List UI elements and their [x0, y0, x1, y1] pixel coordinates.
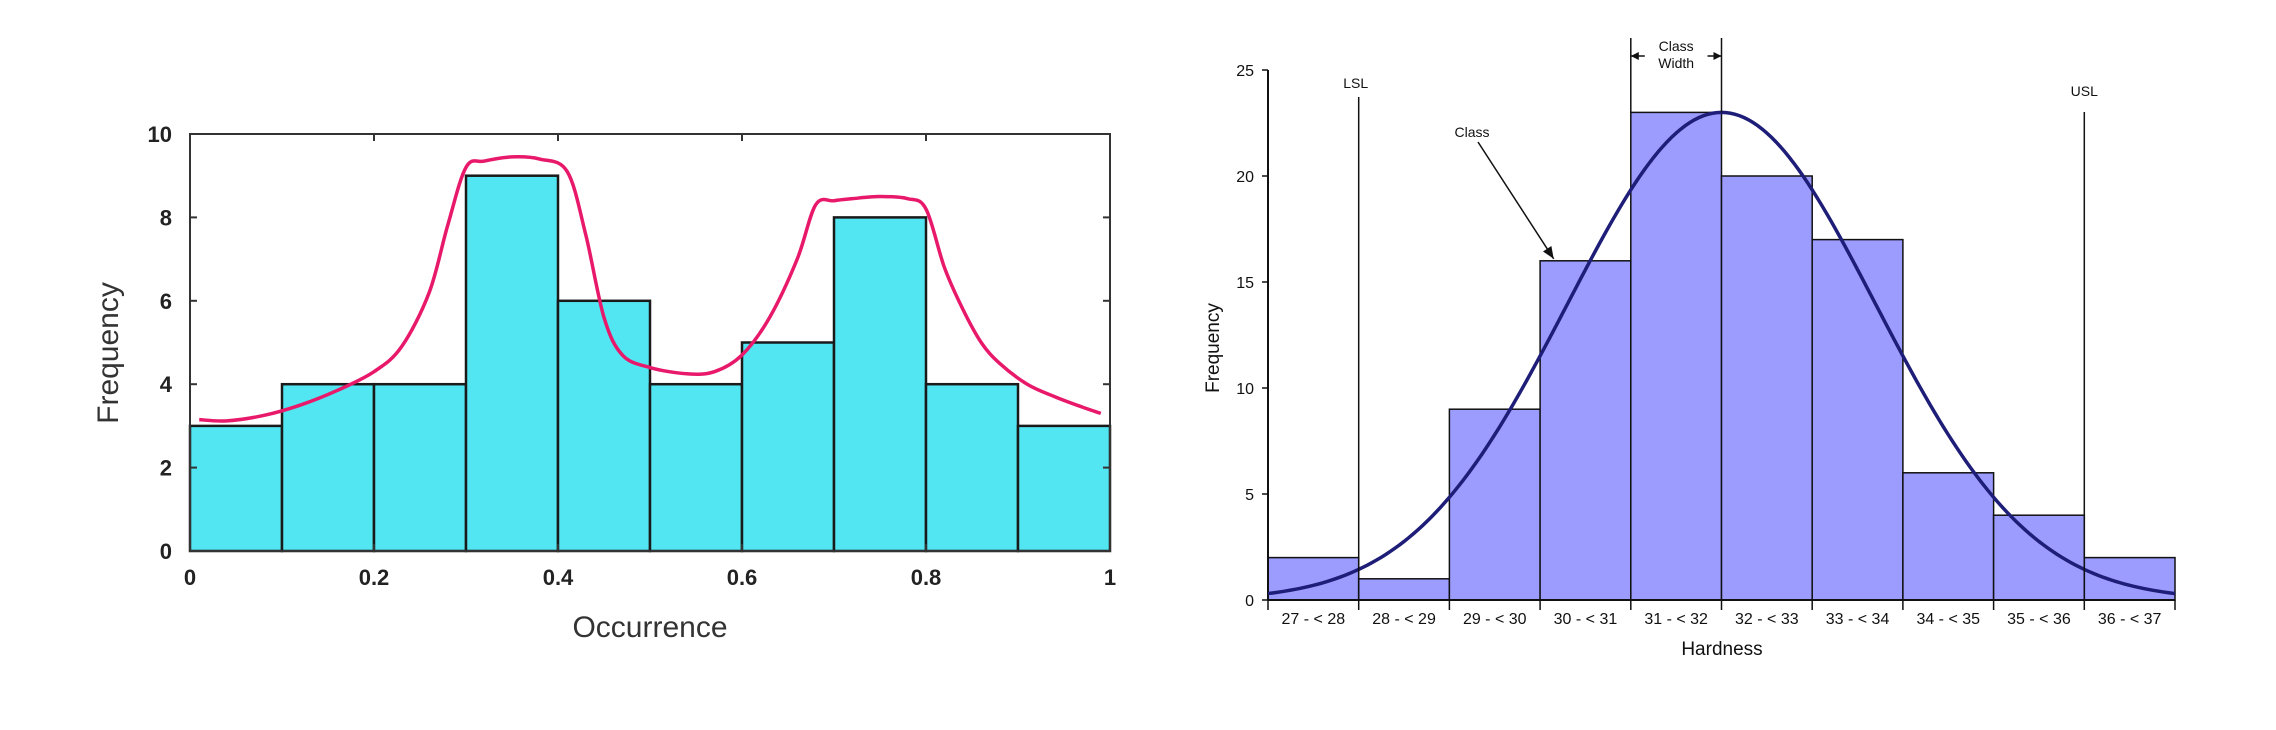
histogram-bar: [1267, 556, 1360, 601]
y-tick-label: 25: [1236, 63, 1254, 80]
histogram-bar: [1539, 260, 1632, 601]
y-axis-label: Frequency: [92, 282, 125, 424]
histogram-bar: [1992, 514, 2086, 601]
histogram-bar: [280, 382, 376, 553]
lsl-label: LSL: [1343, 75, 1368, 91]
x-category-label: 28 - < 29: [1372, 611, 1436, 628]
y-tick-label: 5: [1245, 487, 1254, 504]
density-curve: [199, 155, 1102, 423]
histogram-bar: [372, 382, 468, 553]
class-label: Class: [1454, 124, 1489, 140]
class-pointer-line: [1477, 141, 1555, 260]
class-pointer-arrowhead: [1542, 246, 1554, 259]
arrowhead-left: [1630, 52, 1639, 60]
y-tick-label: 20: [1236, 169, 1254, 186]
x-tick-label: 1: [1104, 565, 1116, 590]
x-category-label: 27 - < 28: [1282, 611, 1346, 628]
x-tick-label: 0.8: [911, 565, 942, 590]
histogram-bar: [188, 424, 284, 553]
plot-frame: [189, 133, 1111, 552]
x-category-label: 36 - < 37: [2098, 611, 2162, 628]
histogram-bar: [832, 216, 928, 553]
y-tick-label: 15: [1236, 275, 1254, 292]
y-tick-label: 6: [160, 289, 172, 314]
x-category-label: 35 - < 36: [2007, 611, 2071, 628]
hardness-histogram: 27 - < 28 28 - < 29 29 - < 30 30 - < 31 31 -…: [1203, 38, 2176, 660]
histogram-bar: [464, 174, 560, 553]
y-tick-label: 8: [160, 205, 172, 230]
histogram-bar: [556, 299, 652, 553]
x-tick-label: 0.2: [359, 565, 390, 590]
histogram-bar: [648, 382, 744, 553]
usl-label: USL: [2071, 83, 2098, 99]
x-category-label: 34 - < 35: [1916, 611, 1980, 628]
histogram-bar: [1630, 111, 1723, 601]
class-width-label-line1: Class: [1659, 38, 1694, 54]
histogram-bar: [1357, 578, 1451, 601]
x-category-label: 30 - < 31: [1554, 611, 1618, 628]
histogram-bar: [1811, 238, 1904, 601]
x-axis-label: Hardness: [1681, 639, 1762, 660]
x-category-label: 29 - < 30: [1463, 611, 1527, 628]
histogram-bar: [1720, 175, 1813, 601]
y-tick-label: 0: [1245, 593, 1254, 610]
histogram-bar: [2083, 556, 2176, 601]
y-tick-label: 4: [160, 372, 173, 397]
y-tick-label: 10: [1236, 381, 1254, 398]
y-tick-label: 10: [148, 122, 172, 147]
x-tick-label: 0.6: [727, 565, 758, 590]
histogram-bar: [740, 341, 836, 553]
x-category-label: 31 - < 32: [1644, 611, 1708, 628]
histogram-bar: [924, 382, 1020, 553]
x-tick-label: 0: [184, 565, 196, 590]
y-tick-label: 0: [160, 539, 172, 564]
histogram-bar: [1016, 424, 1112, 553]
y-axis-label: Frequency: [1203, 303, 1224, 393]
x-tick-label: 0.4: [543, 565, 574, 590]
arrowhead-right: [1713, 52, 1722, 60]
x-category-label: 33 - < 34: [1826, 611, 1890, 628]
x-category-label: 32 - < 33: [1735, 611, 1799, 628]
x-axis-label: Occurrence: [572, 611, 727, 644]
histogram-bar: [1902, 472, 1995, 601]
y-tick-label: 2: [160, 456, 172, 481]
class-width-label-line2: Width: [1658, 55, 1694, 71]
